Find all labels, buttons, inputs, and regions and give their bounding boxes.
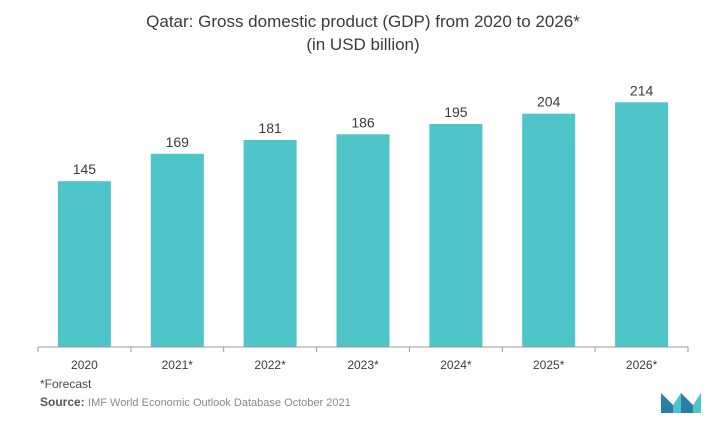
bar-2020 <box>57 181 111 347</box>
x-tick-label: 2025* <box>533 358 565 372</box>
data-label: 195 <box>444 104 468 120</box>
source-line: Source: IMF World Economic Outlook Datab… <box>40 395 351 409</box>
chart-title: Qatar: Gross domestic product (GDP) from… <box>146 12 580 31</box>
bar-2023 <box>336 134 390 347</box>
bar-2024 <box>429 124 483 347</box>
x-tick-label: 2026* <box>626 358 658 372</box>
source-label: Source: <box>40 395 85 409</box>
bars-group: 145 169 181 186 195 204 214 <box>57 82 669 347</box>
data-label: 169 <box>166 134 190 150</box>
bar-2021 <box>150 153 204 347</box>
bar-2025 <box>522 113 576 347</box>
x-tick-label: 2022* <box>254 358 286 372</box>
data-label: 181 <box>258 120 282 136</box>
x-tick-label: 2021* <box>162 358 194 372</box>
data-label: 145 <box>73 161 97 177</box>
x-tick-label: 2024* <box>440 358 472 372</box>
chart-title-block: Qatar: Gross domestic product (GDP) from… <box>0 10 726 56</box>
x-tick-label: 2020 <box>71 358 98 372</box>
bar-2022 <box>243 140 297 347</box>
bar-2026 <box>615 102 669 347</box>
x-tick-label: 2023* <box>347 358 379 372</box>
data-label: 186 <box>351 114 375 130</box>
mordor-intelligence-logo-icon <box>661 393 701 413</box>
data-label: 204 <box>537 94 561 110</box>
footnote: *Forecast <box>40 377 92 391</box>
data-label: 214 <box>630 82 654 98</box>
source-text: IMF World Economic Outlook Database Octo… <box>88 397 351 409</box>
x-tick-group: 2020 2021* 2022* 2023* 2024* 2025* 2026* <box>37 347 689 372</box>
chart-subtitle: (in USD billion) <box>306 35 420 54</box>
